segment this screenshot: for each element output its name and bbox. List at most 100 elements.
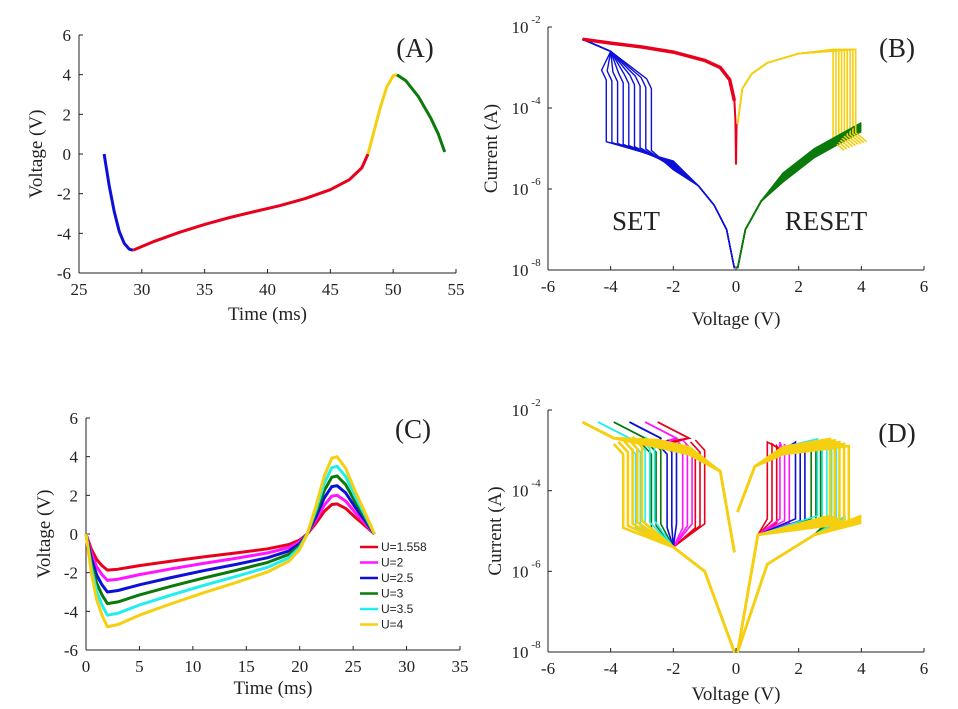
y-tick-exponent: -2 — [531, 14, 540, 26]
hrs-trace — [736, 520, 831, 653]
reset-trace — [736, 443, 791, 653]
x-tick-label: 15 — [238, 657, 255, 676]
y-tick-exponent: -8 — [531, 257, 541, 269]
hrs-trace — [736, 518, 847, 653]
y-tick-label: 4 — [70, 448, 79, 467]
y-tick-label: 10 — [512, 18, 529, 37]
series-line-blue — [84, 484, 376, 594]
reset-high-trace — [736, 122, 862, 269]
hrs-trace — [736, 514, 862, 653]
y-axis-label: Current (A) — [481, 104, 502, 193]
y-tick-label: -4 — [64, 602, 79, 621]
x-tick-label: 35 — [452, 657, 469, 676]
y-tick-label: -6 — [57, 264, 71, 283]
reset-annotation: RESET — [785, 206, 868, 236]
y-tick-exponent: -4 — [531, 95, 541, 107]
legend-label: U=3 — [381, 587, 404, 601]
y-tick-label: 10 — [512, 562, 529, 581]
x-tick-label: 30 — [398, 657, 415, 676]
x-tick-label: 25 — [345, 657, 362, 676]
set-trace — [631, 435, 736, 653]
series-line-blue — [102, 153, 134, 252]
hrs-trace — [736, 515, 847, 653]
hrs-trace — [736, 518, 831, 653]
y-tick-exponent: -2 — [531, 397, 540, 409]
y-tick-label: 10 — [512, 261, 529, 280]
series-line-red — [132, 153, 370, 252]
y-tick-label: -2 — [64, 564, 78, 583]
reset-trace — [736, 48, 848, 150]
x-tick-label: 10 — [184, 657, 201, 676]
hrs-trace — [736, 522, 846, 653]
x-tick-label: 5 — [135, 657, 144, 676]
y-tick-label: -2 — [57, 185, 71, 204]
reset-trace — [736, 48, 868, 143]
reset-high-trace — [736, 130, 862, 269]
x-axis-label: Time (ms) — [228, 304, 307, 325]
x-tick-label: 25 — [71, 280, 88, 299]
loop-trace — [581, 420, 736, 553]
x-tick-label: 0 — [82, 657, 91, 676]
x-tick-label: -4 — [604, 659, 619, 678]
set-trace — [672, 443, 736, 653]
loop-trace — [581, 420, 736, 553]
panel-label: (D) — [878, 418, 915, 448]
set-trace — [582, 38, 736, 269]
panel-label: (C) — [395, 414, 431, 444]
x-tick-label: 40 — [259, 280, 276, 299]
series-line-cyan — [84, 464, 376, 617]
set-annotation: SET — [612, 206, 661, 236]
y-tick-label: 10 — [512, 401, 529, 420]
reset-trace — [736, 48, 845, 152]
y-tick-label: 2 — [63, 105, 72, 124]
series-line-green — [84, 474, 376, 606]
series-line-green — [396, 73, 447, 153]
y-tick-label: 0 — [70, 525, 79, 544]
x-tick-label: 0 — [732, 659, 741, 678]
reset-trace — [736, 437, 832, 653]
series-line-yellow — [366, 73, 398, 155]
reset-trace — [736, 443, 786, 653]
set-trace — [644, 436, 736, 653]
x-axis-label: Voltage (V) — [692, 309, 781, 330]
x-tick-label: 55 — [448, 280, 465, 299]
hrs-trace — [736, 522, 831, 653]
x-tick-label: -6 — [541, 659, 555, 678]
y-tick-label: 6 — [70, 409, 79, 428]
y-tick-label: 10 — [512, 643, 529, 662]
series-line-red — [84, 502, 376, 572]
y-tick-exponent: -8 — [531, 639, 541, 651]
hrs-trace — [736, 519, 847, 653]
x-tick-label: 30 — [133, 280, 150, 299]
x-tick-label: -2 — [666, 277, 680, 296]
x-tick-label: 4 — [857, 659, 866, 678]
x-tick-label: 2 — [794, 277, 803, 296]
x-tick-label: 6 — [920, 659, 929, 678]
x-axis-label: Time (ms) — [233, 678, 312, 699]
legend-label: U=4 — [381, 618, 404, 632]
x-tick-label: 0 — [732, 277, 741, 296]
panel-a: 25 30 35 40 45 50 55 -6 -4 -2 0 2 4 6 Time (ms) Voltage… — [26, 26, 465, 325]
y-axis-label: Current (A) — [485, 486, 506, 575]
reset-trace — [736, 48, 856, 147]
legend-label: U=1.558 — [381, 540, 427, 554]
y-tick-exponent: -6 — [531, 558, 541, 570]
y-tick-label: 10 — [512, 482, 529, 501]
y-tick-label: 4 — [63, 66, 72, 85]
red-cusp — [733, 100, 738, 165]
y-tick-label: 6 — [63, 26, 72, 45]
reset-high-trace — [736, 125, 862, 269]
x-tick-label: 6 — [920, 277, 929, 296]
x-axis-label: Voltage (V) — [692, 684, 781, 705]
series-line-red — [582, 37, 737, 102]
x-tick-label: -4 — [604, 277, 619, 296]
y-tick-exponent: -6 — [531, 176, 541, 188]
series-line-yellow — [84, 455, 376, 629]
x-tick-label: -2 — [666, 659, 680, 678]
y-tick-label: 10 — [512, 180, 529, 199]
legend-label: U=2 — [381, 556, 404, 570]
legend: U=1.558 U=2U=2.5 U=3U=3.5 U=4 — [360, 540, 427, 632]
y-tick-label: 2 — [70, 486, 79, 505]
